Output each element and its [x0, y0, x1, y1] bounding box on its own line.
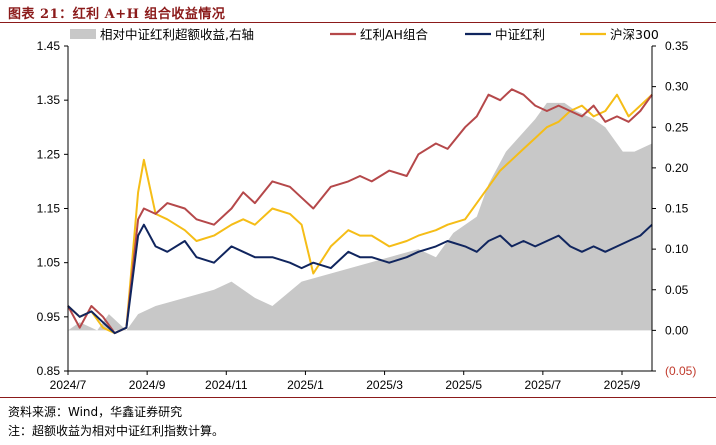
right-axis-tick-label: 0.10 [665, 242, 689, 256]
x-axis-tick-label: 2024/7 [50, 378, 87, 392]
line-series-layer [67, 88, 653, 335]
left-axis-tick-label: 0.85 [37, 364, 61, 378]
legend-label: 红利AH组合 [360, 27, 428, 42]
series-excess-return-area [68, 102, 652, 331]
excess-return-area-layer [68, 102, 652, 331]
x-axis-tick-label: 2025/1 [287, 378, 324, 392]
legend: 相对中证红利超额收益,右轴 红利AH组合 中证红利 沪深300 [70, 27, 659, 42]
left-axis-tick-label: 1.35 [37, 93, 61, 107]
x-axis-tick-label: 2025/7 [525, 378, 562, 392]
x-axis-tick-label: 2025/3 [366, 378, 403, 392]
axes-layer: 1.45 1.35 1.25 1.15 1.05 0.95 0.85 0.35 0.30 0.25… [37, 39, 697, 392]
right-axis-tick-label: 0.05 [665, 283, 689, 297]
series-hs300-line [67, 93, 653, 335]
title-rule [0, 22, 716, 23]
right-axis-tick-label: 0.35 [665, 39, 689, 53]
left-axis-tick-label: 1.45 [37, 39, 61, 53]
footnote: 注：超额收益为相对中证红利指数计算。 [8, 424, 225, 438]
x-axis-tick-label: 2025/5 [445, 378, 482, 392]
footer-rule [0, 397, 716, 398]
left-axis-tick-label: 1.15 [37, 202, 61, 216]
left-axis-tick-label: 1.05 [37, 256, 61, 270]
right-axis-tick-label: 0.15 [665, 202, 689, 216]
right-axis-tick-label: (0.05) [665, 364, 696, 378]
series-csi-dividend-line [67, 223, 653, 335]
figure-title: 图表 21：红利 A+H 组合收益情况 [8, 7, 226, 22]
series-ah-portfolio-line [67, 88, 653, 335]
right-axis-tick-label: 0.30 [665, 80, 689, 94]
x-axis-tick-label: 2025/9 [604, 378, 641, 392]
right-axis-tick-label: 0.00 [665, 323, 689, 337]
legend-label: 沪深300 [610, 27, 659, 42]
legend-label: 相对中证红利超额收益,右轴 [100, 27, 254, 42]
right-axis-tick-label: 0.25 [665, 120, 689, 134]
x-axis-tick-label: 2024/9 [129, 378, 166, 392]
legend-swatch-excess-return [70, 29, 96, 39]
right-axis-tick-label: 0.20 [665, 161, 689, 175]
x-axis-tick-label: 2024/11 [205, 378, 248, 392]
chart: 1.45 1.35 1.25 1.15 1.05 0.95 0.85 0.35 0.30 0.25… [37, 27, 697, 392]
legend-label: 中证红利 [495, 27, 545, 42]
left-axis-tick-label: 1.25 [37, 147, 61, 161]
source-note: 资料来源：Wind，华鑫证券研究 [8, 405, 183, 419]
left-axis-tick-label: 0.95 [37, 310, 61, 324]
